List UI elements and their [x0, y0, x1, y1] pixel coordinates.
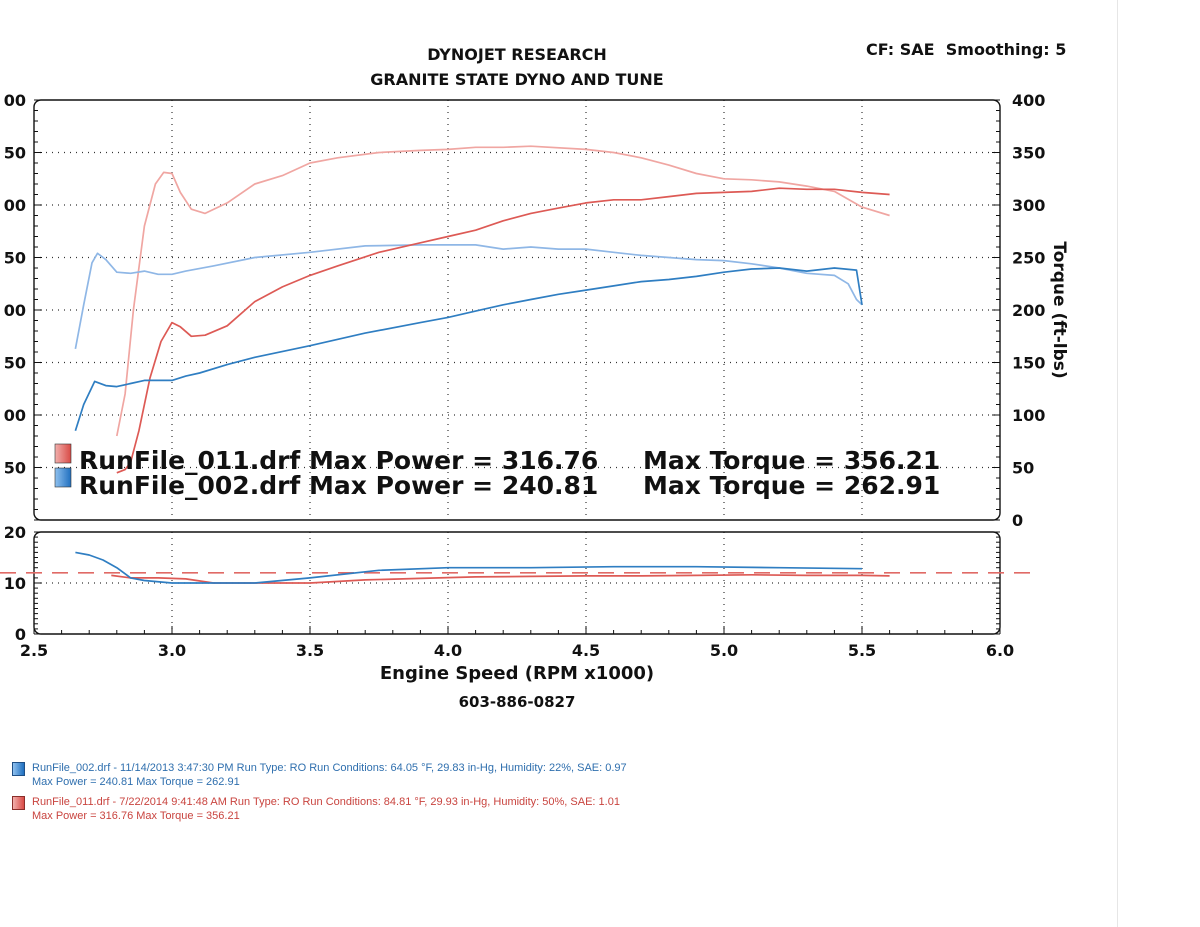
y2-tick-label: 0 — [1012, 511, 1023, 530]
series-torque-runfile-002 — [74, 244, 863, 350]
x-tick-label: 5.5 — [848, 641, 876, 660]
x-tick-label: 4.0 — [434, 641, 462, 660]
y2-tick-label: 200 — [1012, 301, 1045, 320]
footer-swatch-run011 — [12, 796, 25, 810]
footer-swatch-run002 — [12, 762, 25, 776]
legend-summary: RunFile_011.drf Max Power = 316.76 Max T… — [54, 443, 940, 500]
y2-tick-label: 150 — [1012, 354, 1045, 373]
y-tick-label: 50 — [4, 249, 26, 268]
dyno-chart: 2.5 3.0 3.5 4.0 4.5 5.0 5.5 6.04003503002502001… — [0, 91, 1069, 684]
x-axis-label: Engine Speed (RPM x1000) — [380, 663, 654, 684]
y-tick-label: 00 — [4, 406, 26, 425]
series-torque-runfile-011 — [115, 145, 890, 437]
y-tick-label: 00 — [4, 196, 26, 215]
series-afr-runfile-011 — [111, 573, 890, 584]
y-tick-label: 50 — [4, 459, 26, 478]
y-tick-label: 00 — [4, 91, 26, 110]
sub-y-tick-label: 10 — [4, 574, 26, 593]
summary-run011-power: RunFile_011.drf Max Power = 316.76 — [79, 446, 598, 475]
summary-run002-power: RunFile_002.drf Max Power = 240.81 — [79, 471, 598, 500]
footer-run002-conditions: RunFile_002.drf - 11/14/2013 3:47:30 PM … — [32, 762, 627, 774]
x-tick-label: 6.0 — [986, 641, 1014, 660]
y2-tick-label: 400 — [1012, 91, 1045, 110]
summary-run011-torque: Max Torque = 356.21 — [643, 446, 940, 475]
sub-y-tick-label: 20 — [4, 523, 26, 542]
x-tick-label: 4.5 — [572, 641, 600, 660]
legend-swatch-run011 — [54, 443, 72, 464]
y-tick-label: 00 — [4, 301, 26, 320]
series-afr-runfile-002 — [75, 551, 863, 584]
correction-settings: CF: SAE Smoothing: 5 — [866, 40, 1067, 59]
shop-subtitle: GRANITE STATE DYNO AND TUNE — [370, 70, 664, 89]
scan-edge — [1117, 0, 1118, 927]
footer-run011-conditions: RunFile_011.drf - 7/22/2014 9:41:48 AM R… — [32, 796, 620, 808]
summary-run002-torque: Max Torque = 262.91 — [643, 471, 940, 500]
shop-phone: 603-886-0827 — [458, 693, 576, 711]
x-tick-label: 5.0 — [710, 641, 738, 660]
y2-tick-label: 50 — [1012, 459, 1034, 478]
company-title: DYNOJET RESEARCH — [427, 45, 607, 64]
x-tick-label: 2.5 — [20, 641, 48, 660]
footer-run002-max: Max Power = 240.81 Max Torque = 262.91 — [32, 776, 240, 788]
y2-tick-label: 100 — [1012, 406, 1045, 425]
y-tick-label: 50 — [4, 354, 26, 373]
series-power-runfile-011 — [116, 187, 890, 474]
y2-axis-label: Torque (ft-lbs) — [1049, 241, 1069, 378]
sub-y-tick-label: 0 — [15, 625, 26, 644]
y2-tick-label: 350 — [1012, 144, 1045, 163]
legend-swatch-run002 — [54, 467, 72, 488]
x-tick-label: 3.0 — [158, 641, 186, 660]
y-tick-label: 50 — [4, 144, 26, 163]
y2-tick-label: 250 — [1012, 249, 1045, 268]
x-tick-label: 3.5 — [296, 641, 324, 660]
footer-run011-max: Max Power = 316.76 Max Torque = 356.21 — [32, 810, 240, 822]
series-power-runfile-002 — [74, 267, 863, 432]
y2-tick-label: 300 — [1012, 196, 1045, 215]
